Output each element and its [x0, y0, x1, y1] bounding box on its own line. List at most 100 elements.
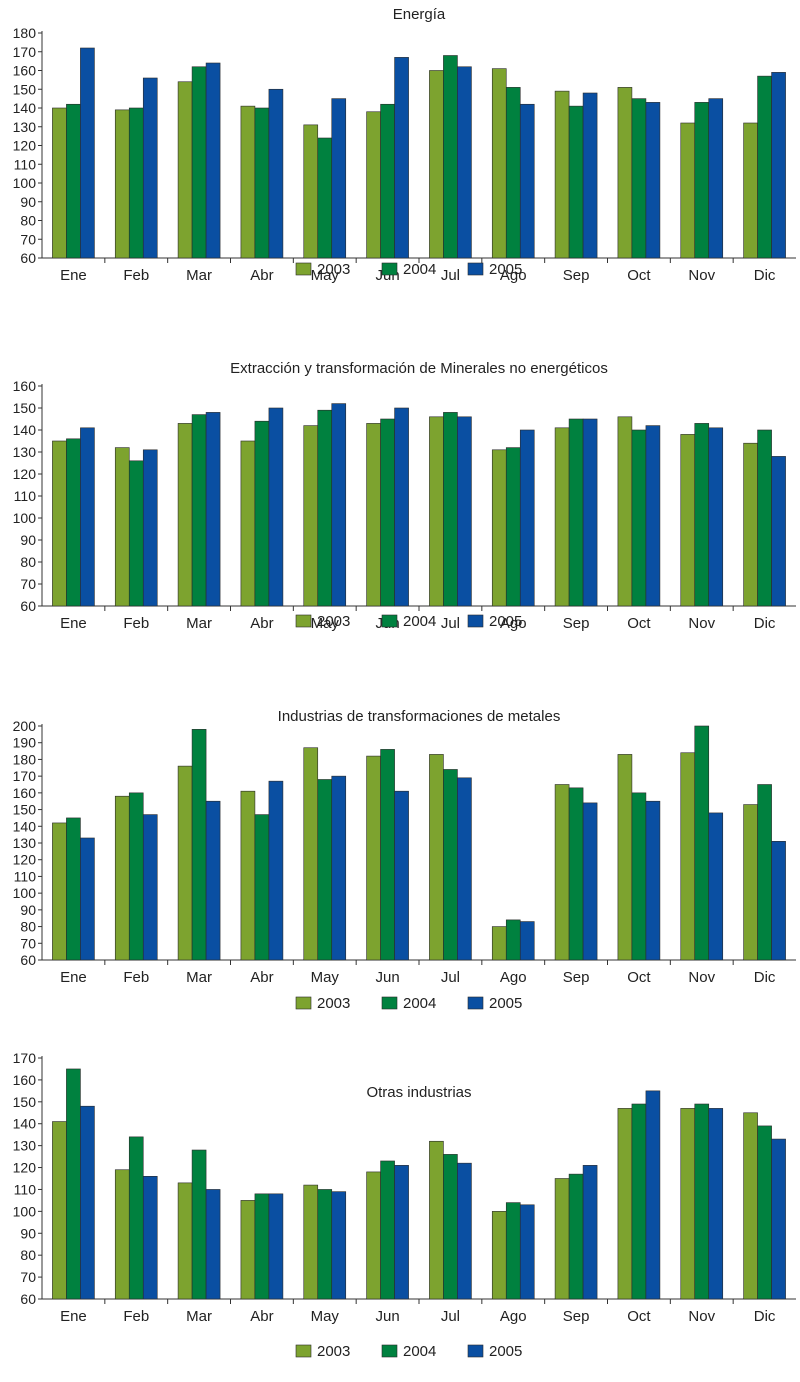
bar-2005-mar — [205, 412, 221, 607]
x-tick-label: Ago — [500, 1308, 527, 1325]
bar-2005-feb — [142, 77, 158, 259]
y-tick-label: 90 — [20, 902, 36, 918]
bar-2003-ene — [52, 440, 67, 607]
x-tick-label: Dic — [754, 1308, 776, 1325]
bar-2005-sep — [582, 418, 598, 607]
bar-2003-oct — [617, 1108, 633, 1300]
x-tick-label: Jul — [441, 969, 460, 986]
bar-2004-ago — [505, 87, 521, 259]
bar-2004-jun — [380, 103, 395, 259]
bar-2003-nov — [680, 122, 696, 259]
bar-2004-ago — [505, 1202, 521, 1300]
chart-title: Otras industrias — [366, 1084, 471, 1101]
bar-2005-jun — [394, 407, 409, 607]
x-tick-label: Oct — [627, 615, 651, 632]
bar-2003-mar — [177, 765, 193, 961]
bar-2005-jul — [457, 777, 472, 961]
bar-2005-ago — [519, 1204, 535, 1300]
bar-2004-abr — [254, 107, 270, 259]
bar-2005-dic — [771, 841, 786, 961]
x-tick-label: Mar — [186, 1308, 212, 1325]
bar-2005-ago — [519, 429, 535, 607]
bar-2004-jun — [380, 418, 395, 607]
bar-2004-jun — [380, 749, 395, 961]
bar-2005-abr — [268, 1193, 284, 1300]
x-tick-label: Dic — [754, 267, 776, 284]
chart-title: Extracción y transformación de Minerales… — [230, 360, 608, 377]
x-tick-label: May — [311, 615, 340, 632]
bar-2004-oct — [631, 429, 647, 607]
legend-label-2005: 2005 — [489, 995, 522, 1012]
bar-2003-mar — [177, 1182, 193, 1300]
bar-2003-abr — [240, 105, 256, 259]
bar-2003-jul — [429, 416, 444, 607]
bar-2003-dic — [743, 122, 758, 259]
x-tick-label: Feb — [123, 267, 149, 284]
bar-2003-sep — [554, 784, 570, 961]
bar-2005-may — [331, 98, 347, 259]
x-tick-label: Oct — [627, 267, 651, 284]
bar-2004-feb — [128, 460, 144, 607]
bar-2005-dic — [771, 1138, 786, 1300]
y-tick-label: 110 — [14, 868, 37, 884]
y-tick-label: 140 — [13, 100, 37, 116]
bar-2004-sep — [568, 1173, 584, 1300]
bar-2005-may — [331, 403, 347, 607]
y-tick-label: 120 — [13, 466, 37, 482]
y-tick-label: 140 — [13, 818, 37, 834]
y-tick-label: 110 — [14, 488, 37, 504]
legend-label-2003: 2003 — [317, 1343, 350, 1360]
legend-swatch-2004 — [381, 262, 398, 276]
y-tick-label: 160 — [13, 785, 37, 801]
legend-label-2005: 2005 — [489, 613, 522, 630]
y-tick-label: 160 — [13, 378, 37, 394]
bar-2004-abr — [254, 814, 270, 961]
bar-2005-jun — [394, 57, 409, 259]
bar-2005-abr — [268, 407, 284, 607]
x-tick-label: Mar — [186, 267, 212, 284]
bar-2005-sep — [582, 802, 598, 961]
bar-2003-jul — [429, 70, 444, 259]
bar-2004-sep — [568, 105, 584, 259]
y-tick-label: 60 — [20, 1291, 36, 1307]
bar-2003-ene — [52, 822, 67, 961]
bar-2004-jul — [443, 55, 458, 259]
x-tick-label: Jul — [441, 1308, 460, 1325]
x-tick-label: Nov — [688, 1308, 715, 1325]
x-tick-label: Abr — [250, 1308, 273, 1325]
x-tick-label: Jul — [441, 615, 460, 632]
bar-2005-sep — [582, 1165, 598, 1300]
bar-2005-ene — [80, 427, 95, 607]
y-tick-label: 80 — [20, 213, 36, 229]
bar-2005-may — [331, 1191, 347, 1300]
x-tick-label: Jul — [441, 267, 460, 284]
y-tick-label: 80 — [20, 1247, 36, 1263]
bar-2004-may — [317, 137, 333, 259]
y-tick-label: 90 — [20, 532, 36, 548]
legend-swatch-2004 — [381, 1344, 398, 1358]
y-tick-label: 90 — [20, 1225, 36, 1241]
x-tick-label: Sep — [563, 615, 590, 632]
x-tick-label: Jun — [375, 1308, 399, 1325]
bar-2005-nov — [708, 427, 724, 607]
y-tick-label: 130 — [13, 1138, 37, 1154]
bar-2004-abr — [254, 420, 270, 607]
legend-label-2005: 2005 — [489, 261, 522, 278]
bar-2005-oct — [645, 102, 661, 259]
bar-2003-sep — [554, 90, 570, 259]
bar-2004-ene — [66, 438, 81, 607]
y-tick-label: 70 — [20, 231, 36, 247]
y-tick-label: 140 — [13, 1116, 37, 1132]
y-tick-label: 170 — [13, 44, 37, 60]
x-tick-label: Ene — [60, 267, 87, 284]
y-tick-label: 190 — [13, 735, 37, 751]
x-tick-label: Abr — [250, 615, 273, 632]
x-tick-label: Ene — [60, 615, 87, 632]
y-tick-label: 60 — [20, 250, 36, 266]
bar-2003-sep — [554, 1178, 570, 1300]
y-tick-label: 130 — [13, 119, 37, 135]
bar-2005-ene — [80, 47, 95, 259]
bar-2004-dic — [757, 1125, 772, 1300]
bar-2005-feb — [142, 814, 158, 961]
bar-2003-may — [303, 1184, 319, 1300]
